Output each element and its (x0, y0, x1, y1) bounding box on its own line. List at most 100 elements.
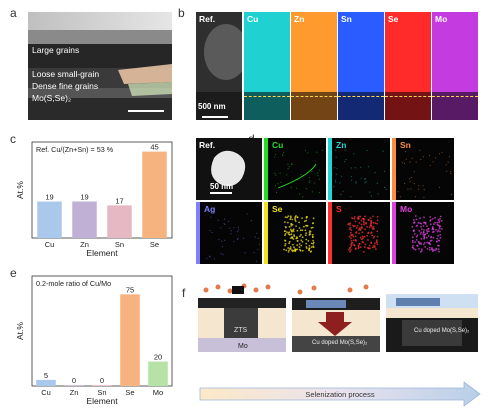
eds-signal-dot (362, 237, 364, 239)
eds-signal-dot (438, 220, 441, 222)
eds-signal-dot (287, 168, 289, 170)
stage-2-diagram (292, 284, 380, 352)
eds-signal-dot (373, 245, 376, 247)
eds-signal-dot (421, 248, 423, 251)
eds-signal-dot (218, 239, 220, 241)
eds-signal-dot (353, 217, 356, 220)
eds-signal-dot (431, 248, 433, 251)
eds-signal-dot (221, 240, 223, 242)
eds-signal-dot (287, 251, 290, 253)
eds-signal-dot (350, 196, 352, 198)
eds-map-b-guide-line (432, 96, 478, 97)
eds-signal-dot (322, 149, 324, 151)
eds-signal-dot (302, 196, 304, 198)
eds-signal-dot (373, 235, 375, 238)
eds-signal-dot (290, 216, 292, 219)
eds-signal-dot (257, 248, 259, 250)
x-axis-label: Element (86, 248, 118, 258)
eds-map-d-color-bar (392, 202, 396, 264)
eds-signal-dot (336, 168, 338, 170)
eds-signal-dot (418, 247, 420, 250)
eds-map-b-label: Sn (341, 14, 352, 24)
eds-signal-dot (422, 225, 425, 227)
panel-label-b: b (178, 6, 185, 20)
eds-signal-dot (423, 242, 426, 244)
eds-signal-dot (360, 223, 363, 226)
eds-signal-dot (358, 222, 361, 224)
eds-signal-dot (312, 243, 315, 245)
eds-signal-dot (296, 216, 299, 219)
eds-signal-dot (228, 220, 230, 222)
eds-signal-dot (301, 240, 304, 243)
eds-signal-dot (289, 215, 292, 218)
eds-signal-dot (277, 183, 279, 185)
eds-signal-dot (408, 178, 411, 180)
eds-signal-dot (417, 188, 420, 190)
eds-map-b-guide-line (291, 96, 337, 97)
eds-signal-dot (358, 232, 360, 235)
eds-signal-dot (420, 158, 422, 160)
eds-signal-dot (311, 191, 313, 193)
eds-signal-dot (437, 234, 440, 237)
eds-signal-dot (256, 232, 258, 234)
eds-signal-dot (290, 225, 293, 227)
eds-map-d-label: Zn (336, 140, 347, 150)
eds-signal-dot (285, 249, 288, 252)
eds-signal-dot (367, 166, 370, 168)
eds-signal-dot (230, 230, 232, 232)
eds-signal-dot (287, 163, 289, 165)
eds-signal-dot (414, 196, 417, 198)
eds-signal-dot (419, 233, 422, 235)
eds-signal-dot (351, 241, 354, 244)
eds-signal-dot (290, 229, 293, 232)
eds-signal-dot (305, 238, 308, 241)
eds-signal-dot (414, 248, 417, 251)
stem-ref-label: Ref. (199, 140, 216, 150)
eds-signal-dot (318, 178, 321, 180)
eds-signal-dot (288, 242, 290, 245)
eds-signal-dot (244, 252, 246, 254)
eds-signal-dot (208, 255, 211, 257)
eds-signal-dot (441, 151, 443, 153)
eds-map-d-signal (283, 215, 315, 253)
layer-label-mo-sse2: Mo(S,Se)₂ (32, 93, 72, 103)
eds-signal-dot (422, 231, 425, 233)
eds-signal-dot (352, 235, 355, 238)
eds-signal-dot (439, 215, 442, 218)
eds-signal-dot (420, 231, 422, 234)
eds-signal-dot (404, 182, 406, 185)
eds-signal-dot (418, 185, 420, 187)
eds-signal-dot (217, 219, 219, 221)
x-tick-label-sn: Sn (97, 388, 106, 397)
layer-label-large-grains: Large grains (32, 45, 80, 55)
eds-signal-dot (423, 196, 425, 198)
eds-signal-dot (282, 153, 284, 155)
eds-signal-dot (290, 236, 293, 239)
eds-signal-dot (350, 234, 352, 237)
eds-signal-dot (308, 231, 311, 234)
eds-signal-dot (236, 231, 239, 233)
eds-map-b-guide-line (385, 96, 431, 97)
eds-signal-dot (368, 244, 371, 247)
eds-signal-dot (317, 175, 319, 177)
eds-signal-dot (413, 219, 415, 221)
eds-signal-dot (354, 235, 357, 238)
eds-signal-dot (372, 222, 375, 224)
eds-signal-dot (308, 247, 311, 250)
eds-signal-dot (300, 239, 303, 242)
eds-map-d-color-bar (328, 202, 332, 264)
eds-signal-dot (309, 180, 311, 182)
eds-signal-dot (305, 224, 308, 227)
eds-signal-dot (305, 219, 307, 222)
eds-signal-dot (367, 247, 369, 249)
eds-signal-dot (292, 238, 295, 240)
eds-signal-dot (369, 247, 371, 250)
eds-signal-dot (367, 232, 369, 235)
eds-signal-dot (254, 236, 256, 238)
eds-signal-dot (422, 185, 424, 187)
eds-signal-dot (427, 235, 430, 237)
eds-signal-dot (293, 246, 295, 249)
eds-signal-dot (301, 236, 304, 239)
eds-signal-dot (354, 220, 357, 223)
eds-signal-dot (417, 221, 420, 224)
